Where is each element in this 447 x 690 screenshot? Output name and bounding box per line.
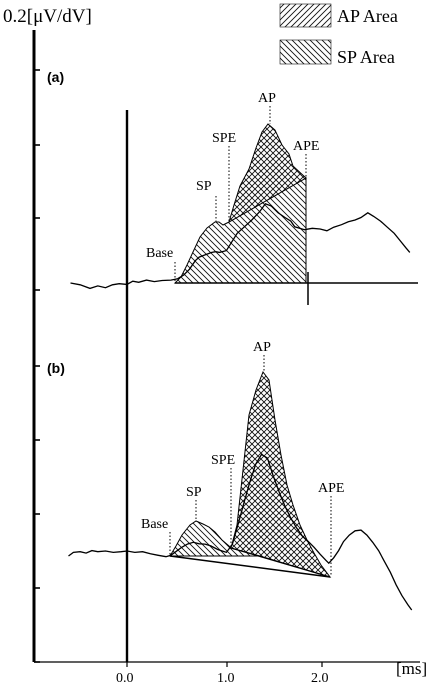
- panel-b-baseline: [169, 555, 331, 578]
- panel-label-b: (b): [47, 360, 65, 376]
- panel-a-base-label: Base: [146, 246, 173, 261]
- panel-a-sp-label: SP: [196, 179, 212, 194]
- x-tick-label-0: 0.0: [116, 671, 134, 686]
- x-tick-label-2: 2.0: [311, 671, 329, 686]
- panel-b-waveform: [68, 453, 413, 611]
- legend-swatch-sp: [279, 39, 332, 65]
- legend: AP Area SP Area: [279, 3, 398, 67]
- panel-b-sp-label: SP: [186, 485, 202, 500]
- panel-b-base-label: Base: [141, 517, 168, 532]
- panel-a-waveform: [70, 203, 411, 290]
- panel-b-spe-line: [230, 547, 331, 578]
- panel-a-ap-area: [228, 123, 307, 224]
- y-scale-label: 0.2[μV/dV]: [3, 6, 92, 27]
- panel-b-ap-label: AP: [253, 340, 271, 355]
- x-unit-label: [ms]: [396, 659, 427, 678]
- panel-label-a: (a): [47, 69, 64, 85]
- legend-swatch-ap: [279, 3, 332, 28]
- panel-b-spe-label: SPE: [211, 453, 235, 468]
- x-tick-label-1: 1.0: [217, 671, 235, 686]
- legend-label-ap: AP Area: [337, 6, 398, 26]
- panel-a-ape-label: APE: [293, 139, 319, 154]
- y-axis-ticks: [34, 69, 40, 663]
- panel-a: (a) Base SP SPE AP APE: [47, 69, 418, 305]
- panel-a-spe-label: SPE: [212, 131, 236, 146]
- panel-b: (b) Base SP SPE AP APE: [47, 340, 413, 611]
- panel-b-ape-label: APE: [318, 481, 344, 496]
- panel-a-ap-label: AP: [258, 91, 276, 106]
- panel-b-ap-area: [230, 370, 332, 578]
- legend-label-sp: SP Area: [337, 47, 395, 67]
